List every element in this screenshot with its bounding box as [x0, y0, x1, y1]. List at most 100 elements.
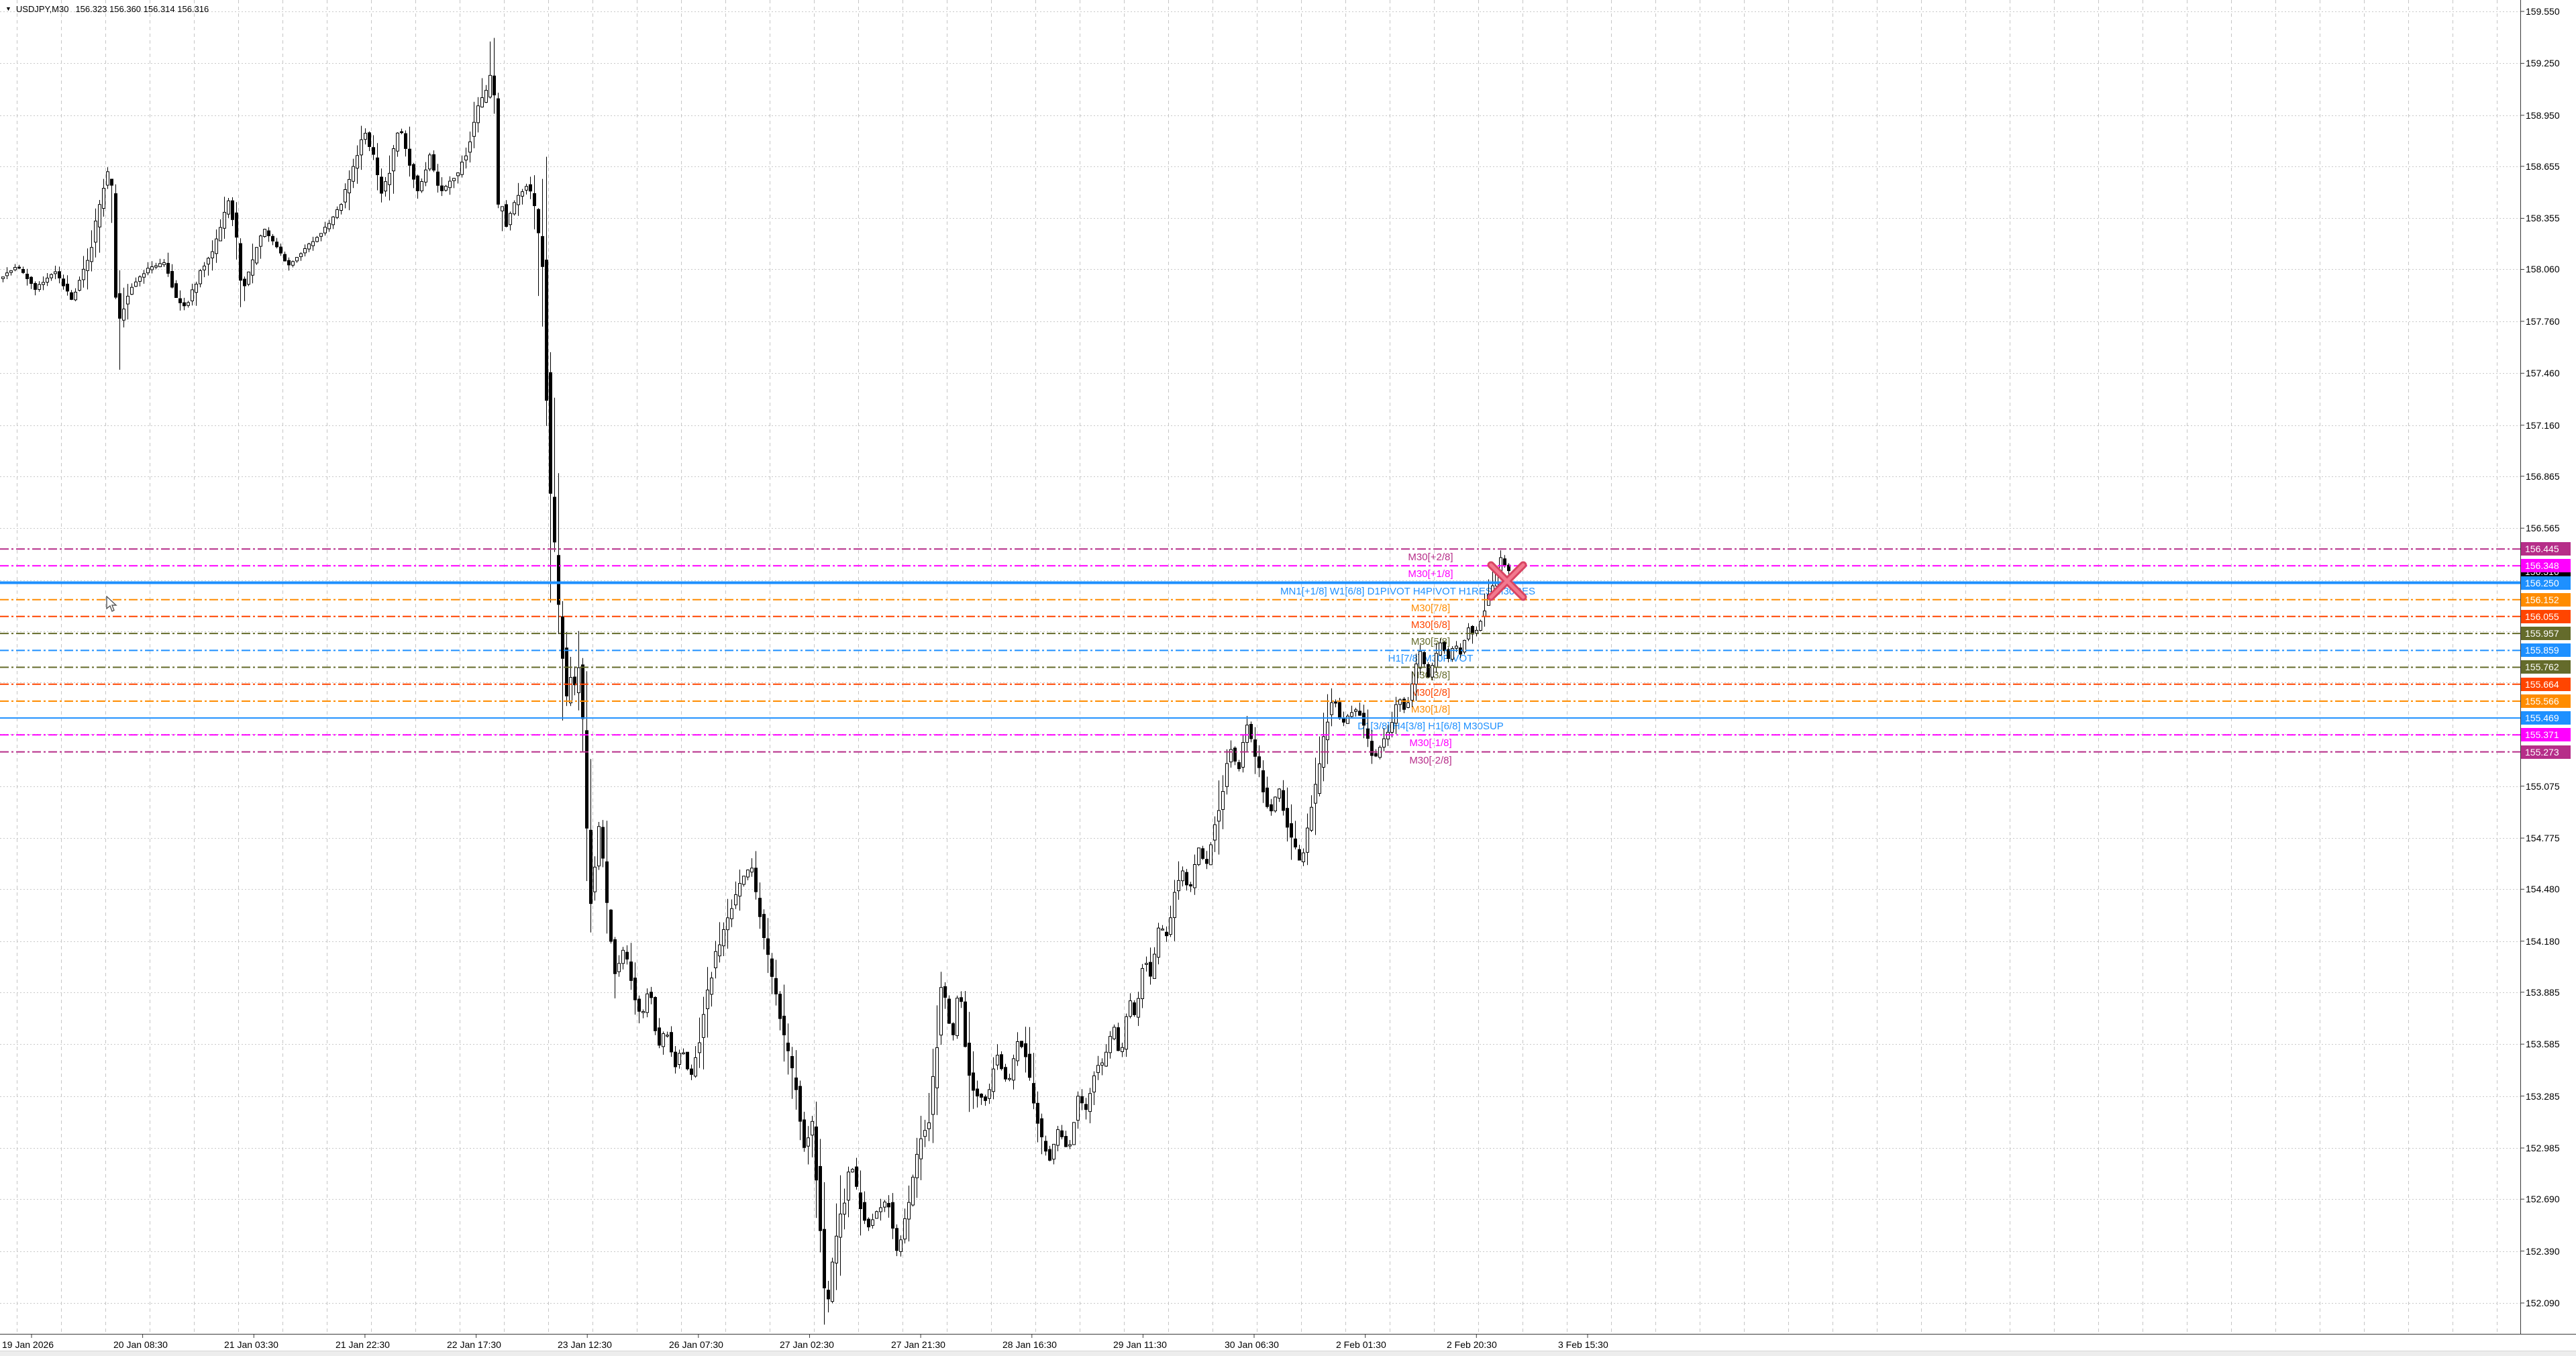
mouse-cursor-icon: [106, 596, 117, 612]
candle-bull: [807, 1137, 810, 1147]
candle-bull: [1390, 722, 1394, 733]
candle-bull: [1109, 1036, 1112, 1053]
candle-bear: [1036, 1102, 1039, 1124]
candle-bull: [291, 261, 295, 266]
candle-bull: [662, 1033, 665, 1047]
candle-bull: [484, 90, 488, 103]
candle-bull: [718, 944, 721, 957]
candle-bull: [90, 247, 93, 262]
candle-bear: [62, 278, 65, 286]
candle-bear: [964, 1001, 967, 1047]
candle-bear: [786, 1043, 790, 1051]
candle-bear: [1249, 724, 1253, 739]
candle-bull: [569, 677, 572, 704]
candle-bull: [1398, 699, 1402, 705]
candle-bull: [428, 154, 431, 170]
candle-bull: [384, 181, 387, 192]
candle-bull: [839, 1213, 842, 1238]
candle-bear: [166, 262, 170, 274]
candle-bull: [875, 1211, 878, 1219]
candle-bear: [951, 1023, 955, 1035]
candle-bull: [452, 178, 456, 181]
candle-bull: [1483, 611, 1486, 617]
candle-bear: [1447, 649, 1450, 659]
candle-bull: [195, 283, 198, 293]
trade-close-x-icon: [1489, 563, 1525, 599]
candle-bear: [1338, 702, 1341, 719]
candle-bull: [726, 917, 729, 931]
candle-bear: [960, 997, 963, 1002]
candle-bull: [295, 257, 299, 262]
candle-bear: [1165, 931, 1168, 937]
candle-bull: [621, 949, 625, 964]
candle-bear: [1201, 848, 1204, 859]
candle-bear: [827, 1290, 830, 1300]
candle-bear: [895, 1228, 898, 1251]
candle-bull: [86, 260, 89, 271]
candle-bull: [750, 868, 754, 873]
candle-bear: [17, 266, 21, 269]
candle-bear: [1270, 804, 1273, 812]
candle-bull: [1382, 738, 1386, 748]
candle-bull: [714, 951, 717, 968]
symbol-period-label: USDJPY,M30: [15, 4, 69, 14]
candle-bull: [1008, 1078, 1011, 1080]
candle-bear: [754, 868, 758, 892]
candle-bear: [823, 1229, 826, 1289]
candle-bull: [158, 263, 162, 268]
candle-bull: [1052, 1143, 1055, 1160]
candle-bear: [1149, 961, 1152, 977]
candle-bull: [344, 189, 347, 203]
candle-bull: [1100, 1062, 1104, 1066]
candle-bear: [283, 254, 287, 262]
candle-bear: [629, 961, 633, 981]
candle-bear: [1286, 808, 1289, 828]
candle-bear: [110, 178, 113, 186]
candle-bull: [734, 894, 737, 906]
chart-title: ▼ USDJPY,M30 156.323 156.360 156.314 156.3…: [5, 4, 209, 14]
candle-bull: [247, 271, 250, 285]
candle-bull: [9, 270, 13, 273]
candle-bear: [1044, 1141, 1047, 1152]
candle-bull: [1141, 968, 1144, 1000]
candle-bull: [5, 272, 9, 276]
candle-bull: [94, 220, 97, 243]
candle-bull: [38, 284, 41, 290]
candle-bull: [1314, 784, 1317, 804]
candle-bull: [1439, 642, 1442, 656]
candle-bear: [541, 236, 544, 267]
candle-bull: [138, 276, 142, 282]
candle-bear: [943, 986, 947, 998]
candle-bear: [766, 938, 770, 955]
candle-bull: [323, 227, 327, 233]
candle-bull: [424, 169, 427, 182]
candle-bear: [239, 243, 242, 281]
candle-bull: [327, 223, 331, 229]
candle-bear: [1443, 642, 1446, 651]
candle-bull: [899, 1239, 903, 1252]
candle-bear: [867, 1218, 870, 1228]
candle-bull: [1145, 963, 1148, 965]
candle-bear: [1423, 652, 1426, 664]
candle-bull: [1229, 749, 1233, 763]
candle-bear: [1040, 1118, 1043, 1138]
candle-bear: [855, 1166, 858, 1187]
candle-bear: [654, 997, 657, 1031]
candle-bear: [1185, 872, 1188, 886]
candle-bull: [251, 259, 254, 276]
candle-bear: [1366, 728, 1370, 739]
candle-bull: [1121, 1047, 1124, 1052]
candle-bear: [25, 274, 29, 279]
candle-bear: [1261, 770, 1265, 792]
candle-bear: [1334, 701, 1337, 704]
candle-bull: [1193, 864, 1196, 888]
candle-bull: [1346, 715, 1349, 724]
candle-bull: [742, 876, 745, 885]
candle-bear: [408, 148, 411, 166]
candle-bull: [577, 667, 580, 694]
candle-bull: [1419, 651, 1422, 669]
candle-bull: [126, 295, 130, 305]
symbol-dropdown-arrow-icon[interactable]: ▼: [5, 5, 11, 12]
